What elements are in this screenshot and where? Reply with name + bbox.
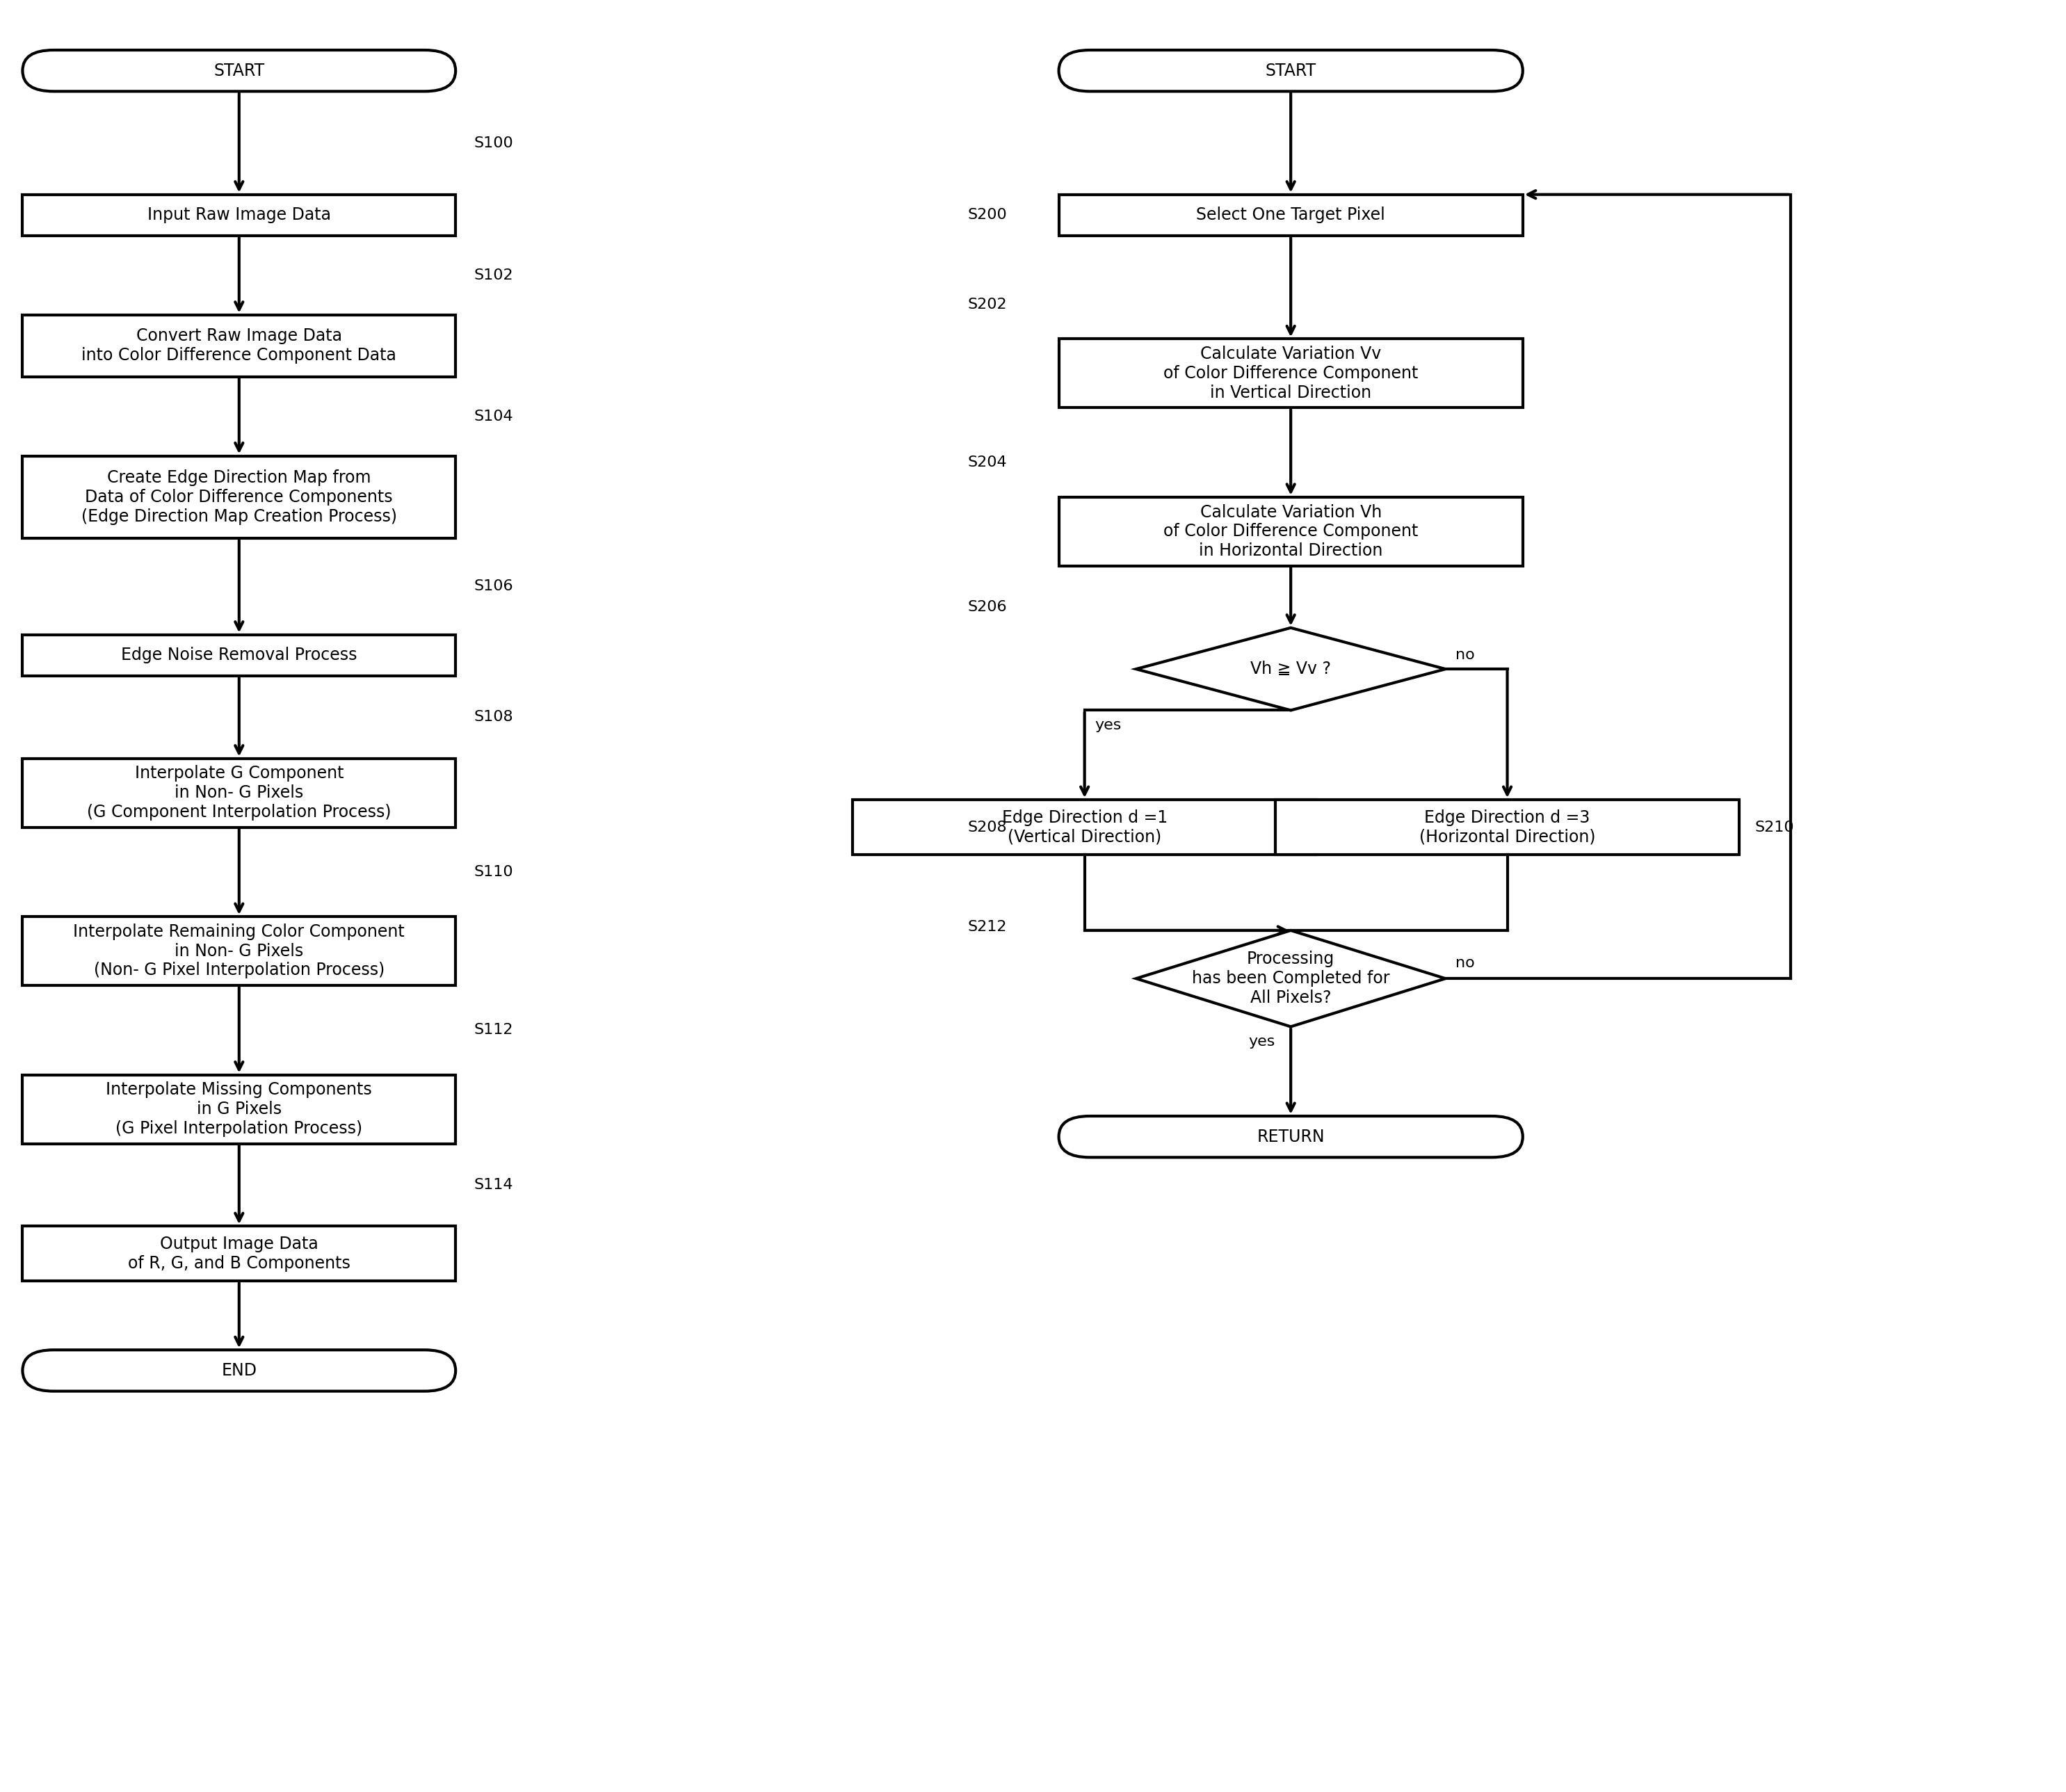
Bar (23, 1075, 457, 1143)
FancyBboxPatch shape (23, 1349, 457, 1391)
Text: Convert Raw Image Data
into Color Difference Component Data: Convert Raw Image Data into Color Differ… (83, 328, 397, 364)
Text: Input Raw Image Data: Input Raw Image Data (147, 206, 331, 224)
Text: RETURN: RETURN (1256, 1129, 1324, 1145)
Text: END: END (221, 1362, 256, 1378)
Text: S110: S110 (475, 866, 514, 878)
Polygon shape (1136, 627, 1446, 710)
Text: no: no (1457, 649, 1475, 663)
Text: Edge Direction d =3
(Horizontal Direction): Edge Direction d =3 (Horizontal Directio… (1419, 810, 1595, 846)
FancyBboxPatch shape (1058, 1116, 1523, 1158)
Text: S108: S108 (475, 710, 514, 724)
Text: yes: yes (1095, 719, 1122, 733)
Bar (1058, 195, 1523, 237)
Text: Select One Target Pixel: Select One Target Pixel (1196, 206, 1386, 224)
Text: Calculate Variation Vv
of Color Difference Component
in Vertical Direction: Calculate Variation Vv of Color Differen… (1163, 346, 1417, 401)
Text: S114: S114 (475, 1177, 514, 1192)
Text: Interpolate Remaining Color Component
in Non- G Pixels
(Non- G Pixel Interpolati: Interpolate Remaining Color Component in… (72, 923, 405, 978)
Polygon shape (1136, 930, 1446, 1027)
Text: Processing
has been Completed for
All Pixels?: Processing has been Completed for All Pi… (1192, 952, 1390, 1005)
Bar (1058, 496, 1523, 566)
Text: Edge Direction d =1
(Vertical Direction): Edge Direction d =1 (Vertical Direction) (1002, 810, 1167, 846)
Bar (853, 799, 1316, 855)
Text: Interpolate Missing Components
in G Pixels
(G Pixel Interpolation Process): Interpolate Missing Components in G Pixe… (105, 1082, 372, 1136)
Text: S204: S204 (967, 455, 1008, 470)
Text: S100: S100 (475, 136, 514, 151)
Text: S112: S112 (475, 1023, 514, 1038)
Bar (23, 634, 457, 676)
Text: S106: S106 (475, 579, 514, 593)
Text: S206: S206 (967, 600, 1008, 615)
Text: S102: S102 (475, 269, 514, 283)
Text: yes: yes (1248, 1036, 1275, 1048)
Bar (23, 758, 457, 828)
Text: Edge Noise Removal Process: Edge Noise Removal Process (122, 647, 357, 663)
Bar (1058, 339, 1523, 409)
Bar (23, 455, 457, 538)
Text: Output Image Data
of R, G, and B Components: Output Image Data of R, G, and B Compone… (128, 1236, 351, 1272)
Text: START: START (1264, 63, 1316, 79)
Text: S200: S200 (967, 208, 1008, 222)
Text: S210: S210 (1754, 821, 1793, 835)
Bar (23, 315, 457, 376)
FancyBboxPatch shape (1058, 50, 1523, 91)
Text: Interpolate G Component
in Non- G Pixels
(G Component Interpolation Process): Interpolate G Component in Non- G Pixels… (87, 765, 390, 821)
Text: S208: S208 (967, 821, 1008, 835)
Bar (23, 195, 457, 237)
FancyBboxPatch shape (23, 50, 457, 91)
Text: S212: S212 (969, 919, 1008, 934)
Bar (23, 1226, 457, 1281)
Bar (23, 918, 457, 986)
Text: S202: S202 (967, 297, 1008, 312)
Text: S104: S104 (475, 409, 514, 423)
Text: Create Edge Direction Map from
Data of Color Difference Components
(Edge Directi: Create Edge Direction Map from Data of C… (81, 470, 397, 525)
Bar (1275, 799, 1740, 855)
Text: Calculate Variation Vh
of Color Difference Component
in Horizontal Direction: Calculate Variation Vh of Color Differen… (1163, 504, 1417, 559)
Text: Vh ≧ Vv ?: Vh ≧ Vv ? (1250, 661, 1331, 677)
Text: START: START (213, 63, 264, 79)
Text: no: no (1457, 957, 1475, 969)
